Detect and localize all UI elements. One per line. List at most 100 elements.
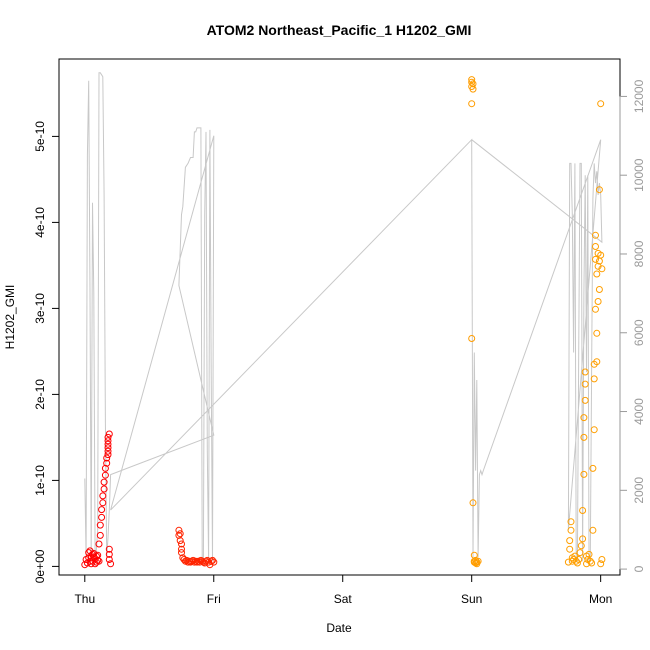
data-point [595,286,603,293]
data-point [104,433,112,441]
y2-tick-label: 6000 [632,319,646,346]
data-point [107,560,115,568]
data-point [592,231,599,239]
data-point [469,85,477,93]
data-point [586,557,594,565]
x-tick-label: Sun [461,592,482,606]
data-point [104,447,112,455]
data-point [95,557,103,565]
data-point [597,100,605,108]
data-point [598,265,606,273]
data-point [104,440,112,448]
data-point [176,530,184,538]
data-point [594,298,602,305]
data-point [209,556,216,564]
y-axis-label: H1202_GMI [3,285,17,350]
altitude-line-layer [84,72,603,562]
data-point [581,368,589,376]
data-point [566,545,574,553]
data-point [573,559,581,567]
data-point [589,526,597,534]
y2-tick-label: 0 [632,565,646,572]
plot-frame [58,58,621,576]
axes-layer: Thu Fri Sat Sun Mon 0e+00 1e-10 2e-10 3e-10 4e-10… [33,79,646,606]
data-point [468,76,476,84]
data-point [580,433,588,441]
data-point [580,414,588,422]
data-point [105,430,113,438]
data-point [581,396,589,404]
data-point [104,437,112,445]
data-point [104,444,112,452]
data-point [595,186,603,194]
data-point [105,545,113,553]
data-point [105,550,113,558]
data-point [103,454,111,462]
data-point [577,542,585,550]
y2-tick-label: 10000 [632,158,646,192]
chart-title: ATOM2 Northeast_Pacific_1 H1202_GMI [207,22,472,38]
y-tick-label: 5e-10 [33,121,47,152]
data-point [588,559,596,567]
data-point [105,556,113,563]
data-point [95,540,103,548]
data-point [567,526,575,534]
data-point [178,545,185,553]
data-point [178,540,185,548]
data-point [100,485,108,493]
x-tick-label: Thu [74,592,95,606]
data-point [589,464,597,472]
x-tick-label: Fri [207,592,221,606]
data-point [585,550,593,558]
x-tick-label: Sat [334,592,353,606]
data-point [590,426,598,434]
data-point [99,499,107,507]
y-tick-label: 3e-10 [33,293,47,324]
data-point [175,531,183,539]
data-point [597,560,605,568]
data-point [103,459,111,467]
data-point [96,531,104,539]
y-tick-label: 2e-10 [33,379,47,410]
data-point [597,251,605,259]
data-point [100,478,108,486]
data-point [468,100,476,108]
x-tick-label: Mon [589,592,612,606]
altitude-line [84,72,603,562]
data-point [101,471,109,479]
data-point [468,335,476,342]
data-point [576,549,584,557]
data-point [104,451,112,459]
data-point [579,507,587,514]
data-point [592,255,599,263]
data-point [590,375,598,383]
data-point [581,380,589,388]
data-point [176,537,184,545]
data-point [99,492,107,500]
data-point [598,556,606,563]
y-tick-label: 0e+00 [33,549,47,583]
y-tick-label: 1e-10 [33,465,47,496]
y2-tick-label: 12000 [632,79,646,113]
data-point [566,537,574,545]
data-point [575,556,583,563]
x-axis-label: Date [326,621,352,635]
data-point [468,78,476,86]
data-point [593,329,601,337]
data-point [98,506,106,514]
data-point [567,518,575,526]
data-point [210,558,218,566]
data-point [96,521,104,529]
y2-tick-label: 2000 [632,477,646,504]
y2-tick-label: 4000 [632,398,646,425]
data-point [592,305,599,313]
data-point [474,557,482,565]
data-point [101,464,109,472]
data-point [175,526,183,534]
data-point [580,470,588,478]
data-point [593,358,601,366]
points-layer [81,76,606,569]
data-point [178,549,185,557]
data-point [98,513,106,521]
